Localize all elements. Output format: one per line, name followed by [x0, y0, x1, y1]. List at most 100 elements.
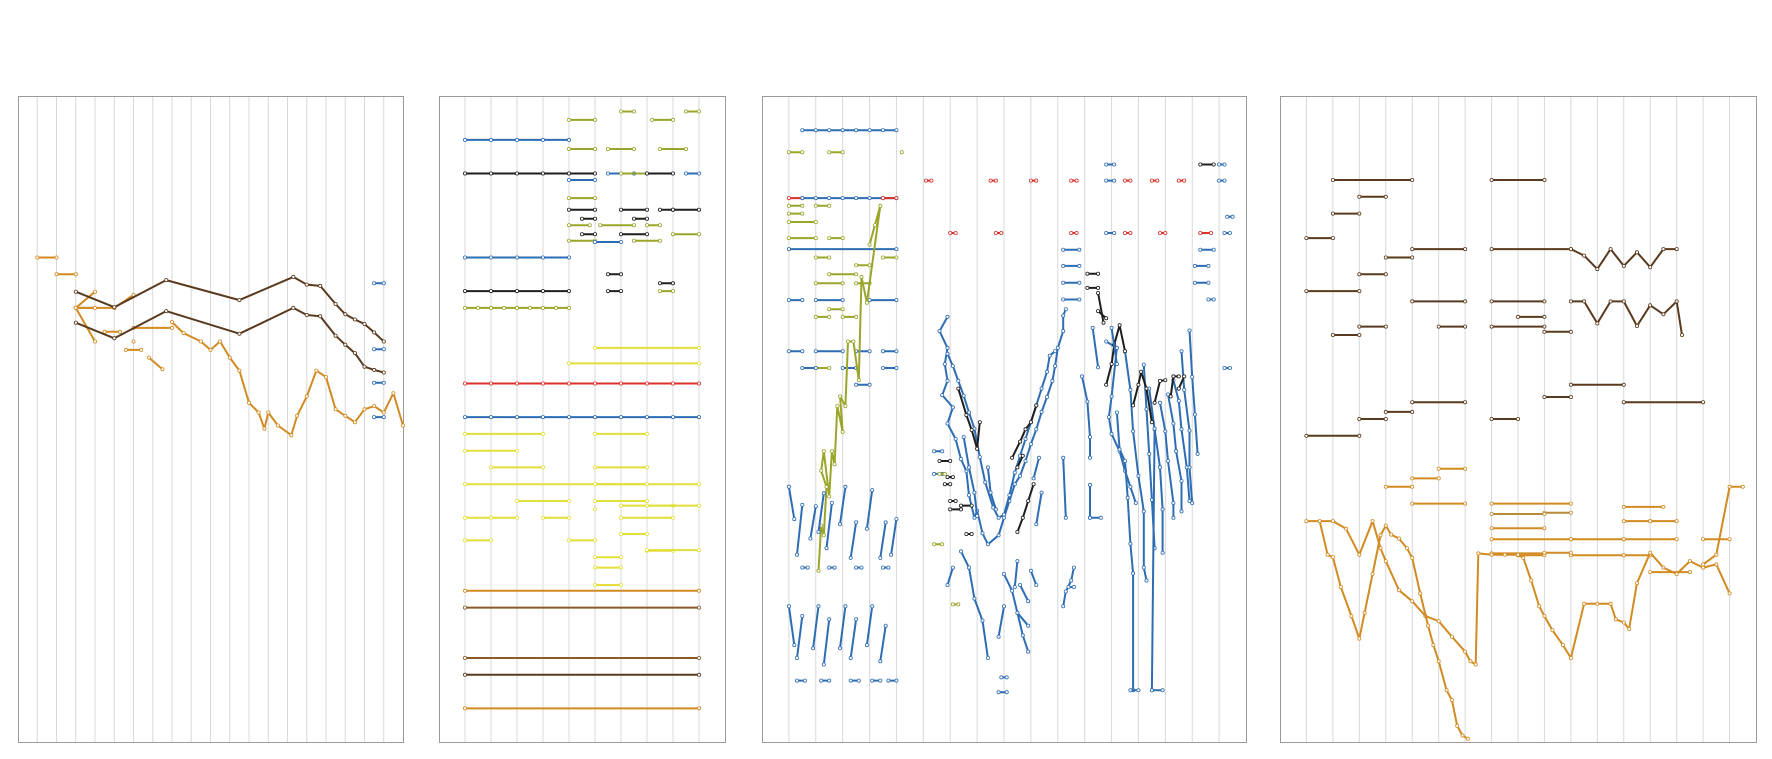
- data-point: [840, 236, 845, 241]
- series-33: [1489, 501, 1573, 506]
- data-point: [237, 298, 242, 303]
- data-point: [606, 146, 611, 151]
- series-52: [580, 216, 598, 221]
- data-point: [318, 283, 323, 288]
- series-129: [999, 675, 1009, 680]
- data-point: [1179, 478, 1184, 483]
- series-42: [838, 484, 848, 527]
- series-64: [658, 281, 676, 286]
- data-point: [848, 678, 853, 683]
- data-point: [1635, 323, 1640, 328]
- data-point: [462, 482, 467, 487]
- series-40: [816, 491, 826, 535]
- data-point: [867, 128, 872, 133]
- data-point: [73, 289, 78, 294]
- data-point: [1063, 515, 1068, 520]
- data-point: [1015, 465, 1020, 470]
- data-point: [1063, 307, 1068, 312]
- data-point: [867, 263, 872, 268]
- data-point: [580, 216, 585, 221]
- series-49: [1621, 553, 1653, 558]
- chart-panel-3: [762, 96, 1247, 743]
- data-point: [462, 656, 467, 661]
- data-point: [593, 538, 598, 543]
- data-point: [1209, 230, 1214, 235]
- data-point: [381, 415, 386, 420]
- data-point: [800, 203, 805, 208]
- data-point: [956, 386, 961, 391]
- data-point: [619, 207, 624, 212]
- data-point: [1674, 537, 1679, 542]
- series-24: [1410, 400, 1468, 405]
- data-point: [580, 232, 585, 237]
- data-point: [1163, 230, 1168, 235]
- data-point: [1225, 214, 1230, 219]
- data-point: [969, 427, 974, 432]
- series-line: [1091, 326, 1100, 369]
- data-point: [867, 298, 872, 303]
- chart-panel-1: [18, 96, 405, 743]
- data-point: [593, 216, 598, 221]
- series-71: [462, 706, 702, 711]
- data-point: [854, 520, 859, 525]
- data-point: [164, 278, 169, 283]
- data-point: [972, 490, 977, 495]
- data-point: [1166, 392, 1171, 397]
- data-point: [1136, 382, 1141, 387]
- series-27: [593, 555, 624, 560]
- data-point: [1449, 634, 1454, 639]
- data-point: [1141, 362, 1146, 367]
- data-point: [851, 339, 856, 344]
- data-point: [645, 171, 650, 176]
- series-98: [937, 307, 1068, 547]
- data-point: [1179, 349, 1184, 354]
- series-39: [1648, 519, 1679, 524]
- data-point: [1117, 323, 1122, 328]
- data-point: [593, 555, 598, 560]
- data-point: [1114, 410, 1119, 415]
- data-point: [593, 465, 598, 470]
- data-point: [1136, 473, 1141, 478]
- data-point: [1449, 698, 1454, 703]
- data-point: [1516, 416, 1521, 421]
- data-point: [1357, 552, 1362, 557]
- data-point: [645, 381, 650, 386]
- data-point: [567, 415, 572, 420]
- data-point: [848, 555, 853, 560]
- series-83: [1061, 297, 1082, 302]
- data-point: [1012, 585, 1017, 590]
- data-point: [1176, 398, 1181, 403]
- series-3: [1357, 194, 1388, 199]
- data-point: [1182, 387, 1187, 392]
- data-point: [999, 675, 1004, 680]
- series-53: [811, 604, 821, 651]
- data-point: [1674, 519, 1679, 524]
- data-point: [606, 289, 611, 294]
- data-point: [372, 367, 377, 372]
- data-point: [164, 309, 169, 314]
- series-52: [795, 614, 805, 661]
- data-point: [462, 305, 467, 310]
- data-point: [950, 565, 955, 570]
- data-point: [824, 484, 829, 489]
- series-51: [1304, 519, 1732, 667]
- data-point: [1152, 400, 1157, 405]
- data-point: [843, 484, 848, 489]
- series-93: [1198, 247, 1216, 252]
- series-29: [1436, 466, 1468, 471]
- series-11: [1304, 289, 1362, 294]
- data-point: [1061, 329, 1066, 334]
- data-point: [1489, 324, 1494, 329]
- series-73: [1069, 230, 1079, 235]
- data-point: [1568, 537, 1573, 542]
- data-point: [304, 312, 309, 317]
- data-point: [1077, 263, 1082, 268]
- data-point: [131, 339, 136, 344]
- data-point: [1740, 484, 1745, 489]
- data-point: [945, 345, 950, 350]
- data-point: [1206, 263, 1211, 268]
- data-point: [567, 305, 572, 310]
- data-point: [969, 503, 974, 508]
- data-point: [697, 415, 702, 420]
- data-point: [1179, 427, 1184, 432]
